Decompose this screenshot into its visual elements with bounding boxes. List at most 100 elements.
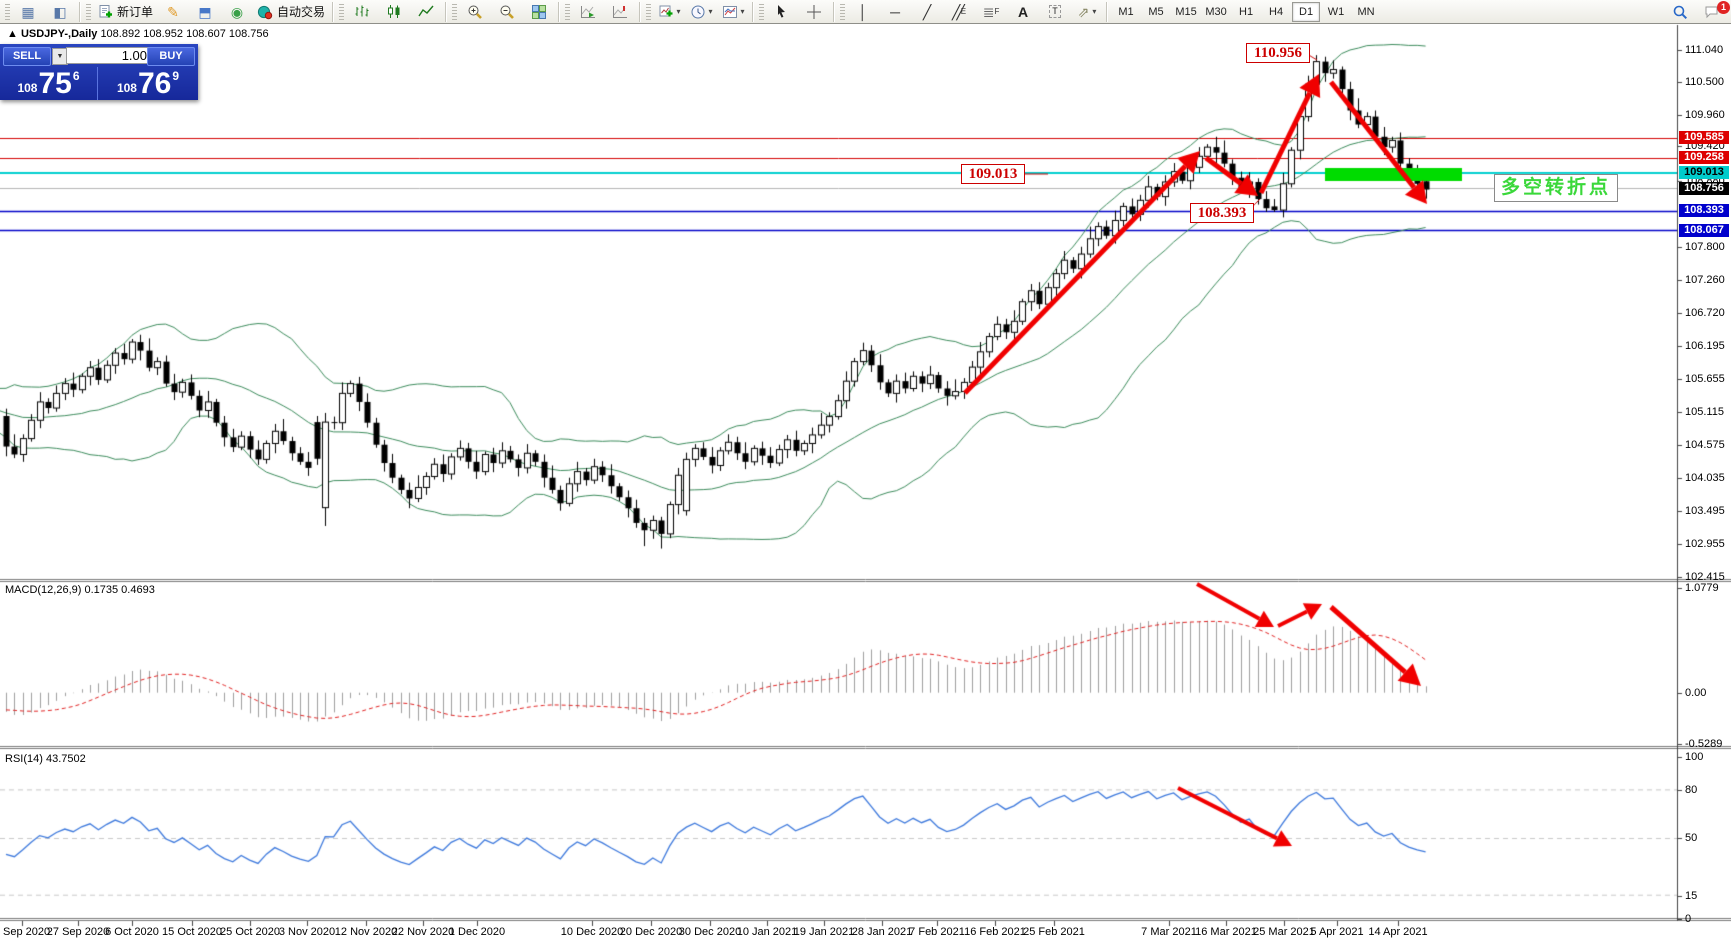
volume-decrease-button[interactable]: ▼ (52, 48, 68, 65)
buy-price-base: 108 (116, 81, 137, 95)
volume-input[interactable] (66, 47, 152, 64)
date-axis-label: 25 Mar 2021 (1253, 926, 1315, 938)
vline-button[interactable]: │ (858, 3, 868, 20)
text-button[interactable]: A (1017, 3, 1029, 20)
date-axis-label: 27 Sep 2020 (46, 926, 110, 938)
date-axis-label: 3 Nov 2020 (278, 926, 336, 938)
price-level-badge: 108.756 (1679, 182, 1729, 195)
toolbar-separator (445, 1, 448, 22)
line-chart-button[interactable] (410, 1, 442, 23)
symbol-title: ▲ USDJPY-,Daily 108.892 108.952 108.607 … (7, 28, 269, 40)
signal-icon[interactable]: ◉ (230, 3, 244, 20)
price-axis-label: 102.415 (1685, 571, 1725, 583)
publish-icon[interactable]: ⬒ (198, 3, 212, 20)
toolbar-grip (86, 3, 91, 20)
template-button[interactable]: ▾ (717, 1, 749, 23)
toolbar-grip (646, 3, 652, 20)
buy-button[interactable]: BUY (147, 47, 195, 66)
fibonacci-button[interactable]: ≣ F (982, 3, 1000, 20)
toolbar-separator (833, 1, 836, 22)
timeframe-button-h1[interactable]: H1 (1239, 5, 1254, 18)
toolbar-grip (5, 3, 10, 20)
indicator-axis-label: -0.5289 (1685, 738, 1723, 750)
search-button[interactable] (1664, 1, 1696, 23)
timeframe-button-d1[interactable]: D1 (1292, 1, 1321, 22)
price-axis-label: 105.115 (1685, 406, 1724, 418)
main-toolbar: ▦ ◧ 新订单 ✎ ⬒ ◉ 自动交易 ▾ ▾ ▾ │ ─ ╱ ╱╱ E ≣ F A T ⇗ ▾ M1 M5 M15 M30 H1 H… (0, 0, 1731, 24)
timeframe-button-h4[interactable]: H4 (1269, 5, 1284, 18)
notification-badge: 1 (1717, 0, 1730, 14)
charts-icon[interactable]: ▦ (21, 3, 35, 20)
candlestick-button[interactable] (378, 1, 410, 23)
indicator-axis-label: 15 (1685, 890, 1698, 902)
toolbar-separator (639, 1, 642, 22)
chart-shift-button[interactable] (604, 1, 636, 23)
chat-button[interactable]: 1 (1696, 0, 1730, 23)
pencil-icon[interactable]: ✎ (167, 3, 179, 20)
toolbar-separator (558, 1, 561, 22)
date-axis-label: 12 Nov 2020 (334, 926, 398, 938)
turning-point-annotation[interactable]: 多空转折点 (1494, 174, 1619, 202)
indicator-axis-label: 50 (1685, 832, 1698, 844)
tile-windows-button[interactable] (523, 1, 555, 23)
zoom-out-button[interactable] (491, 1, 523, 23)
toolbar-grip (339, 3, 345, 20)
label-button[interactable]: T (1039, 1, 1071, 23)
autotrading-button-label: 自动交易 (277, 5, 326, 19)
cursor-button[interactable] (766, 1, 798, 23)
sell-price[interactable]: 108 75 6 (0, 67, 98, 100)
timeframe-button-m1[interactable]: M1 (1118, 5, 1134, 18)
toolbar-grip (840, 3, 846, 20)
one-click-trading-panel: SELL ▼ ▲ BUY 108 75 6 108 76 9 (0, 44, 198, 100)
peak-price-callout[interactable]: 110.956 (1246, 43, 1310, 63)
autotrading-button[interactable]: 自动交易 (253, 1, 329, 23)
price-level-badge: 108.393 (1679, 204, 1729, 217)
periods-button[interactable]: ▾ (685, 1, 717, 23)
bar-chart-button[interactable] (346, 1, 378, 23)
chevron-down-icon: ▾ (740, 7, 745, 16)
zoom-in-button[interactable] (459, 1, 491, 23)
price-axis-label: 111.040 (1685, 44, 1724, 56)
date-axis-label: 22 Nov 2020 (391, 926, 455, 938)
timeframe-button-mn[interactable]: MN (1357, 5, 1375, 18)
buy-price[interactable]: 108 76 9 (99, 67, 197, 100)
channel-button[interactable]: ╱╱ E (951, 3, 967, 20)
toolbar-separator (1106, 1, 1109, 22)
new-order-button-label: 新订单 (117, 5, 154, 19)
price-level-badge: 109.258 (1679, 151, 1729, 164)
pullback-low-callout[interactable]: 108.393 (1190, 203, 1254, 223)
date-axis-label: 15 Oct 2020 (162, 926, 222, 938)
macd-indicator-label: MACD(12,26,9) 0.1735 0.4693 (5, 584, 155, 596)
date-axis-label: 25 Feb 2021 (1023, 926, 1085, 938)
chevron-down-icon: ▾ (708, 7, 713, 16)
toolbar-grip (452, 3, 458, 20)
timeframe-button-m30[interactable]: M30 (1205, 5, 1227, 18)
support-price-callout[interactable]: 109.013 (961, 164, 1025, 184)
date-axis-label: 7 Feb 2021 (909, 926, 965, 938)
date-axis-label: 28 Jan 2021 (851, 926, 913, 938)
new-order-button[interactable]: 新订单 (93, 1, 157, 23)
date-axis-label: 10 Jan 2021 (736, 926, 798, 938)
sell-button[interactable]: SELL (3, 47, 51, 66)
trendline-button[interactable]: ╱ (922, 3, 932, 20)
price-axis-label: 102.955 (1685, 538, 1725, 550)
price-axis-label: 110.500 (1685, 76, 1724, 88)
timeframe-button-m15[interactable]: M15 (1175, 5, 1197, 18)
data-window-icon[interactable]: ◧ (53, 3, 67, 20)
trade-panel-controls: SELL ▼ ▲ BUY (0, 44, 198, 67)
crosshair-button[interactable] (798, 1, 830, 23)
hline-button[interactable]: ─ (890, 3, 900, 20)
indicator-axis-label: 1.0779 (1685, 582, 1719, 594)
sell-price-pip: 6 (72, 69, 80, 83)
sell-price-big: 75 (38, 67, 72, 100)
indicators-button[interactable]: ▾ (653, 1, 685, 23)
timeframe-button-m5[interactable]: M5 (1148, 5, 1164, 18)
date-axis-label: 16 Mar 2021 (1195, 926, 1257, 938)
date-axis-label: 6 Oct 2020 (105, 926, 159, 938)
shapes-button[interactable]: ⇗ ▾ (1077, 3, 1097, 20)
date-axis-label: 7 Sep 2020 (0, 926, 51, 938)
autoscroll-button[interactable] (572, 1, 604, 23)
timeframe-button-w1[interactable]: W1 (1327, 5, 1345, 18)
